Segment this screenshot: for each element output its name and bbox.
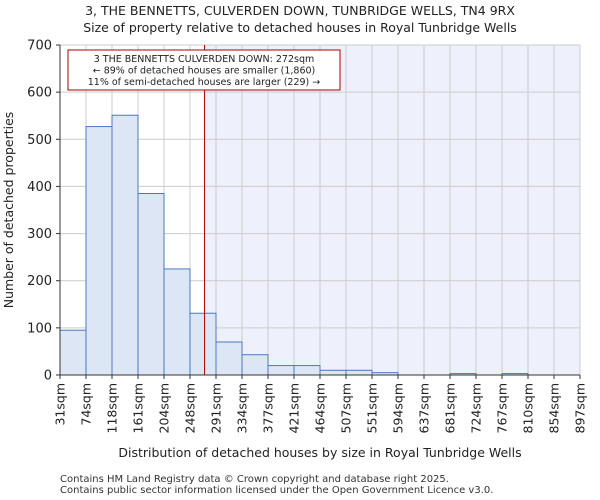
x-tick-label: 810sqm xyxy=(521,383,536,433)
x-tick-label: 118sqm xyxy=(105,383,120,433)
footer-licence: Contains public sector information licen… xyxy=(60,485,494,496)
x-tick-label: 637sqm xyxy=(417,383,432,433)
x-tick-label: 767sqm xyxy=(495,383,510,433)
bar-248sqm xyxy=(189,312,217,376)
x-tick-label: 31sqm xyxy=(53,383,68,426)
y-tick-label: 700 xyxy=(27,39,52,54)
chart-title-address: 3, THE BENNETTS, CULVERDEN DOWN, TUNBRID… xyxy=(85,3,515,18)
y-tick-label: 400 xyxy=(27,180,52,195)
bar-507sqm xyxy=(345,369,373,376)
bar-377sqm xyxy=(267,365,295,376)
chart-title: Size of property relative to detached ho… xyxy=(83,20,517,35)
bar-421sqm xyxy=(293,365,321,376)
x-tick-label: 594sqm xyxy=(391,383,406,433)
bar-161sqm xyxy=(137,193,165,376)
x-tick-label: 377sqm xyxy=(261,383,276,433)
annotation-box: 3 THE BENNETTS CULVERDEN DOWN: 272sqm← 8… xyxy=(67,49,341,91)
larger-region-shade xyxy=(204,45,580,375)
bar-204sqm xyxy=(163,268,191,376)
x-tick-label: 897sqm xyxy=(573,383,588,433)
x-tick-label: 854sqm xyxy=(547,383,562,433)
annotation-line: 3 THE BENNETTS CULVERDEN DOWN: 272sqm xyxy=(94,54,315,65)
footer-copyright: Contains HM Land Registry data © Crown c… xyxy=(60,474,449,485)
y-tick-label: 0 xyxy=(44,369,52,384)
x-tick-label: 248sqm xyxy=(183,383,198,433)
bars xyxy=(59,114,529,376)
bar-464sqm xyxy=(319,369,347,376)
x-tick-label: 551sqm xyxy=(365,383,380,433)
x-tick-label: 507sqm xyxy=(339,383,354,433)
annotation-line: 11% of semi-detached houses are larger (… xyxy=(88,77,321,88)
y-tick-label: 600 xyxy=(27,86,52,101)
bar-334sqm xyxy=(241,354,269,376)
y-tick-label: 100 xyxy=(27,321,52,336)
x-tick-label: 421sqm xyxy=(287,383,302,433)
bar-291sqm xyxy=(215,341,243,376)
y-axis-ticks: 0 100 200 300 400 500 600 700 xyxy=(27,39,60,384)
y-axis-label: Number of detached properties xyxy=(1,112,16,309)
y-tick-label: 500 xyxy=(27,133,52,148)
x-tick-label: 161sqm xyxy=(131,383,146,433)
y-tick-label: 300 xyxy=(27,227,52,242)
x-tick-label: 681sqm xyxy=(443,383,458,433)
x-axis-label: Distribution of detached houses by size … xyxy=(118,445,521,460)
x-axis-ticks: 31sqm 74sqm 118sqm 161sqm 204sqm 248sqm 291sqm… xyxy=(53,375,588,433)
annotation-line: ← 89% of detached houses are smaller (1,… xyxy=(93,66,316,77)
y-tick-label: 200 xyxy=(27,274,52,289)
bar-74sqm xyxy=(85,126,113,376)
bar-118sqm xyxy=(111,114,139,376)
axes xyxy=(59,45,580,376)
x-tick-label: 464sqm xyxy=(313,383,328,433)
x-tick-label: 724sqm xyxy=(469,383,484,433)
x-tick-label: 334sqm xyxy=(235,383,250,433)
annotation-frame xyxy=(67,49,341,91)
x-tick-label: 204sqm xyxy=(157,383,172,433)
histogram-chart: 0 100 200 300 400 500 600 700 31sqm 74sqm 118sqm 1… xyxy=(1,39,588,461)
x-tick-label: 291sqm xyxy=(209,383,224,433)
bar-31sqm xyxy=(59,329,87,376)
x-tick-label: 74sqm xyxy=(79,383,94,426)
